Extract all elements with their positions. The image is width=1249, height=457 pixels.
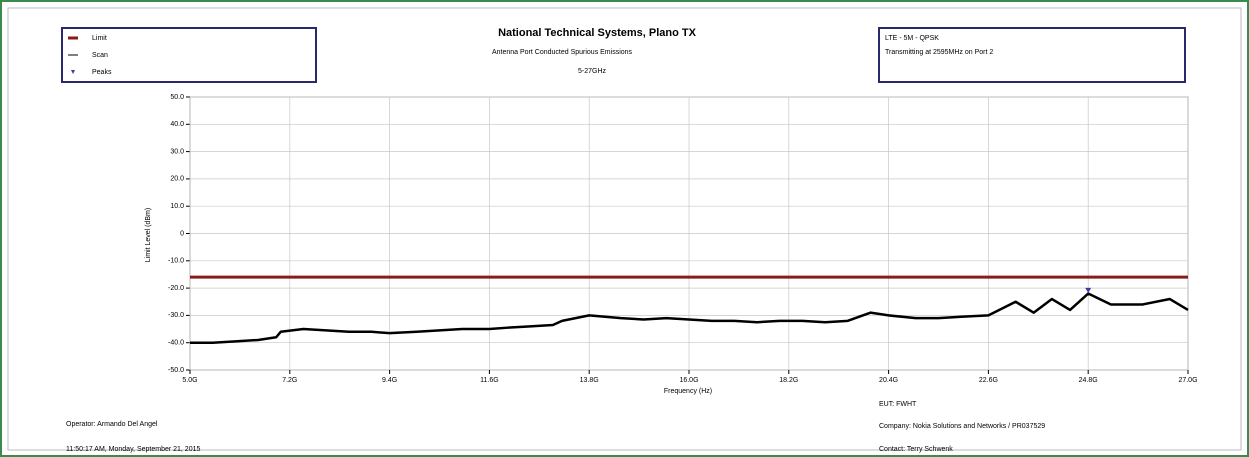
footer: 11:50:17 AM, Monday, September 21, 2015 <box>66 446 200 453</box>
x-tick-label: 22.6G <box>979 377 998 384</box>
legend-box <box>61 27 317 83</box>
y-axis-label: Limit Level (dBm) <box>145 208 152 262</box>
x-tick-label: 18.2G <box>779 377 798 384</box>
x-tick-label: 24.8G <box>1079 377 1098 384</box>
footer: EUT: FWHT <box>879 401 917 408</box>
footer: Operator: Armando Del Angel <box>66 421 158 428</box>
y-tick-label: 0 <box>180 230 184 237</box>
legend-label: Limit <box>92 35 107 42</box>
x-tick-label: 9.4G <box>382 377 397 384</box>
y-tick-label: -10.0 <box>168 258 184 265</box>
y-tick-label: -20.0 <box>168 285 184 292</box>
y-tick-label: 10.0 <box>170 203 184 210</box>
legend-label: Peaks <box>92 69 112 76</box>
x-tick-label: 16.0G <box>679 377 698 384</box>
x-tick-label: 20.4G <box>879 377 898 384</box>
y-tick-label: -40.0 <box>168 340 184 347</box>
x-axis-label: Frequency (Hz) <box>664 388 712 395</box>
y-tick-label: -30.0 <box>168 312 184 319</box>
subtitle: Antenna Port Conducted Spurious Emission… <box>492 49 633 56</box>
y-tick-label: 20.0 <box>170 176 184 183</box>
x-tick-label: 11.6G <box>480 377 499 384</box>
legend-swatch <box>71 70 75 74</box>
info-box <box>878 27 1186 83</box>
info-line: Transmitting at 2595MHz on Port 2 <box>885 49 993 56</box>
info-line: LTE - 5M - QPSK <box>885 35 939 42</box>
y-tick-label: -50.0 <box>168 367 184 374</box>
y-tick-label: 50.0 <box>170 94 184 101</box>
peak-marker <box>1085 287 1092 293</box>
x-tick-label: 5.0G <box>182 377 197 384</box>
x-tick-label: 7.2G <box>282 377 297 384</box>
x-tick-label: 27.0G <box>1178 377 1197 384</box>
footer: Company: Nokia Solutions and Networks / … <box>879 423 1045 430</box>
legend-label: Scan <box>92 52 108 59</box>
y-tick-label: 40.0 <box>170 121 184 128</box>
scan-trace <box>190 292 1189 344</box>
footer: Contact: Terry Schwenk <box>879 446 953 453</box>
x-tick-label: 13.8G <box>580 377 599 384</box>
range-text: 5-27GHz <box>578 68 607 75</box>
chart-title: National Technical Systems, Plano TX <box>498 27 697 39</box>
y-tick-label: 30.0 <box>170 148 184 155</box>
